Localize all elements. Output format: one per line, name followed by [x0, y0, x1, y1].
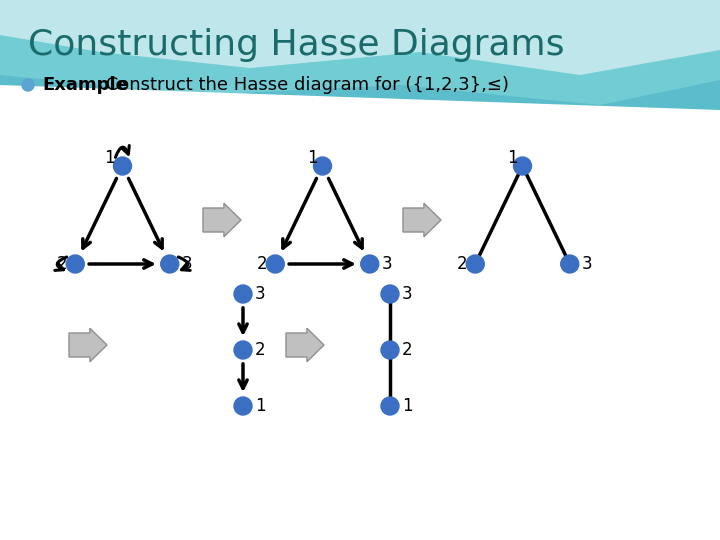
Text: 3: 3 [181, 255, 192, 273]
FancyArrowPatch shape [239, 308, 247, 332]
Text: Example: Example [42, 76, 128, 94]
FancyArrowPatch shape [328, 178, 362, 248]
Polygon shape [203, 203, 241, 237]
FancyArrowPatch shape [289, 260, 352, 268]
Text: 1: 1 [255, 397, 266, 415]
Circle shape [234, 285, 252, 303]
Circle shape [161, 255, 179, 273]
FancyArrowPatch shape [89, 260, 152, 268]
Polygon shape [0, 85, 720, 540]
Text: 2: 2 [457, 255, 468, 273]
Text: Constructing Hasse Diagrams: Constructing Hasse Diagrams [28, 28, 564, 62]
Polygon shape [0, 0, 720, 105]
Polygon shape [0, 0, 720, 150]
Text: 2: 2 [58, 255, 68, 273]
FancyArrowPatch shape [239, 364, 247, 388]
FancyArrowPatch shape [179, 257, 190, 271]
Circle shape [234, 341, 252, 359]
Text: 3: 3 [582, 255, 593, 273]
Circle shape [22, 79, 34, 91]
FancyArrowPatch shape [283, 178, 317, 248]
FancyArrowPatch shape [115, 146, 130, 157]
Polygon shape [286, 328, 324, 362]
Text: Construct the Hasse diagram for ({1,2,3},≤): Construct the Hasse diagram for ({1,2,3}… [100, 76, 509, 94]
Circle shape [234, 397, 252, 415]
Text: 3: 3 [402, 285, 413, 303]
Text: 2: 2 [255, 341, 266, 359]
Circle shape [561, 255, 579, 273]
Circle shape [381, 397, 399, 415]
FancyArrowPatch shape [83, 178, 117, 248]
Circle shape [266, 255, 284, 273]
Text: 3: 3 [255, 285, 266, 303]
Polygon shape [69, 328, 107, 362]
Polygon shape [0, 0, 720, 75]
Text: 3: 3 [382, 255, 392, 273]
Text: 2: 2 [257, 255, 268, 273]
Circle shape [381, 285, 399, 303]
Circle shape [381, 341, 399, 359]
Text: 1: 1 [508, 149, 518, 167]
Text: 1: 1 [104, 149, 115, 167]
Circle shape [467, 255, 485, 273]
Text: 1: 1 [307, 149, 318, 167]
Circle shape [66, 255, 84, 273]
Circle shape [513, 157, 531, 175]
Text: 2: 2 [402, 341, 413, 359]
Circle shape [361, 255, 379, 273]
FancyArrowPatch shape [128, 178, 162, 248]
Text: 1: 1 [402, 397, 413, 415]
Circle shape [313, 157, 331, 175]
FancyArrowPatch shape [55, 257, 67, 271]
Circle shape [114, 157, 132, 175]
Polygon shape [403, 203, 441, 237]
